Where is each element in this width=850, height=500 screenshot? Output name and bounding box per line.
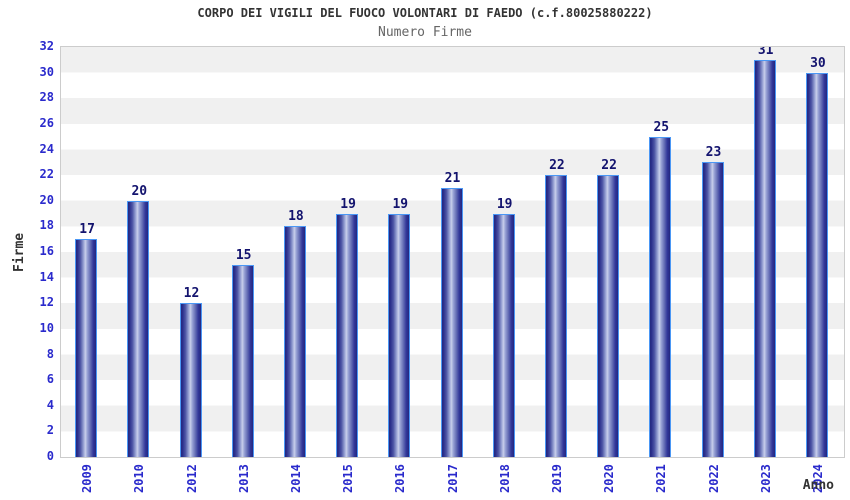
bar-value-label: 21 xyxy=(444,170,461,186)
y-tick-label: 12 xyxy=(39,295,54,310)
bar-value-label: 31 xyxy=(757,46,774,58)
bar-value-label: 15 xyxy=(235,247,252,263)
y-tick-label: 24 xyxy=(39,141,54,156)
bar-value-label: 17 xyxy=(79,222,95,238)
y-tick-label: 28 xyxy=(39,90,54,105)
x-tick-label: 2009 xyxy=(80,464,95,493)
bar-value-label: 30 xyxy=(810,55,826,71)
bar-2024 xyxy=(805,72,828,457)
y-tick-label: 32 xyxy=(39,39,54,53)
y-tick-label: 10 xyxy=(39,320,54,335)
bar-2009 xyxy=(75,239,98,457)
y-tick-label: 8 xyxy=(46,346,54,361)
bar-2013 xyxy=(231,264,254,457)
x-tick-label: 2023 xyxy=(758,464,773,493)
bar-2023 xyxy=(753,59,776,457)
x-tick-label: 2013 xyxy=(236,464,251,493)
chart-subtitle: Numero Firme xyxy=(378,25,472,40)
x-tick-label: 2020 xyxy=(602,464,617,493)
y-tick-label: 18 xyxy=(39,218,54,233)
x-tick-label: 2016 xyxy=(393,464,408,493)
bar-2012 xyxy=(179,303,202,457)
y-tick-label: 30 xyxy=(39,64,54,79)
bar-2018 xyxy=(492,213,515,457)
bar-2020 xyxy=(597,175,620,457)
x-axis-title: Anno xyxy=(802,478,834,493)
bar-value-label: 20 xyxy=(131,183,148,199)
y-tick-label: 4 xyxy=(46,397,54,412)
plot-area: 17 20 12 15 18 19 19 21 19 22 22 25 23 31 30 xyxy=(60,46,845,458)
x-tick-label: 2022 xyxy=(706,464,721,493)
bar-2015 xyxy=(336,213,359,457)
x-tick-label: 2014 xyxy=(288,464,303,493)
bar-value-label: 12 xyxy=(183,286,200,302)
bar-value-label: 22 xyxy=(601,158,617,174)
y-tick-label: 2 xyxy=(46,423,54,438)
x-tick-label: 2019 xyxy=(549,464,564,493)
bar-value-label: 23 xyxy=(705,145,722,161)
x-tick-label: 2018 xyxy=(497,464,512,493)
chart-title: CORPO DEI VIGILI DEL FUOCO VOLONTARI DI … xyxy=(197,6,653,20)
x-tick-label: 2015 xyxy=(341,464,356,493)
bar-value-label: 18 xyxy=(288,209,304,225)
bar-2014 xyxy=(283,226,306,457)
bar-value-label: 19 xyxy=(392,196,409,212)
bar-value-label: 22 xyxy=(549,158,565,174)
y-tick-label: 26 xyxy=(39,115,54,130)
bar-2010 xyxy=(127,200,150,457)
bar-2022 xyxy=(701,162,724,457)
bar-2017 xyxy=(440,187,463,457)
bar-2019 xyxy=(544,175,567,457)
bar-value-label: 25 xyxy=(653,119,670,135)
bar-value-label: 19 xyxy=(496,196,513,212)
y-tick-label: 22 xyxy=(39,167,54,182)
y-tick-label: 14 xyxy=(39,269,54,284)
x-tick-label: 2021 xyxy=(654,464,669,493)
y-tick-label: 0 xyxy=(46,449,54,463)
bar-value-label: 19 xyxy=(340,196,356,212)
bar-2021 xyxy=(649,136,672,457)
x-tick-label: 2010 xyxy=(132,464,147,493)
bar-2016 xyxy=(388,213,411,457)
y-tick-label: 20 xyxy=(39,192,54,207)
y-tick-label: 16 xyxy=(39,244,54,258)
x-tick-label: 2012 xyxy=(184,464,199,493)
y-tick-label: 6 xyxy=(46,372,54,387)
x-tick-label: 2017 xyxy=(445,464,460,493)
